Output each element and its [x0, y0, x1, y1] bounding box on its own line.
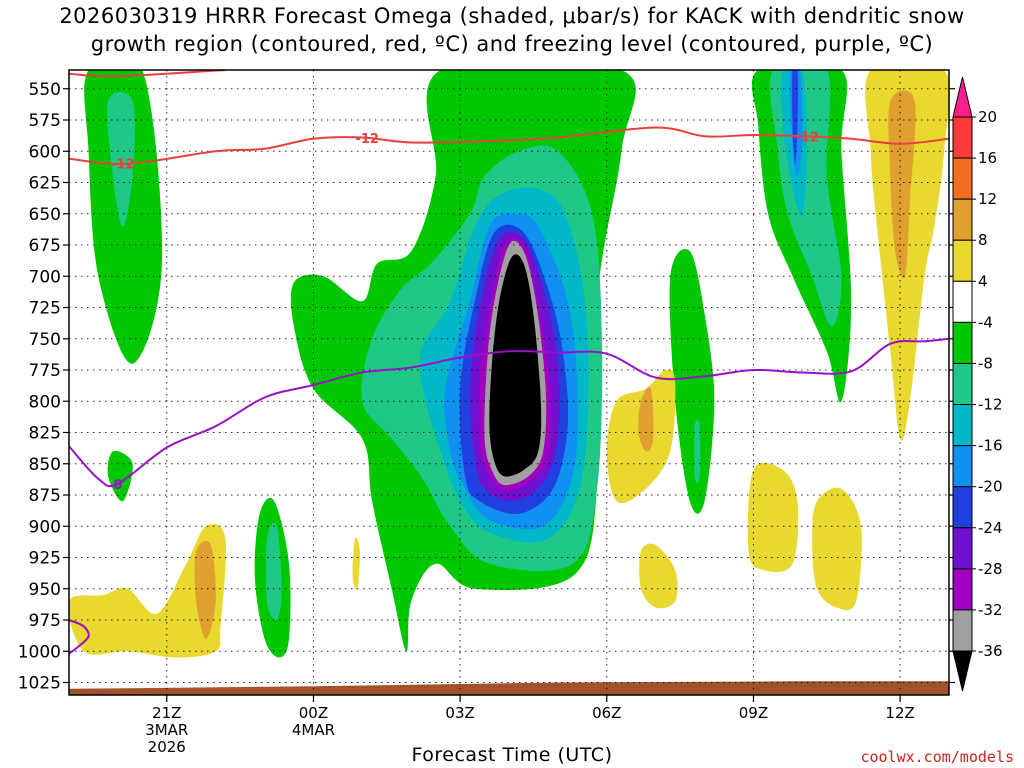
colorbar-band — [952, 527, 973, 570]
colorbar-label: -4 — [978, 313, 993, 331]
x-tick-label: 06Z — [592, 704, 621, 722]
dendritic-contour-minus12-main — [69, 126, 949, 165]
colorbar-label: -16 — [978, 437, 1003, 455]
y-tick-label: 750 — [29, 330, 61, 350]
y-tick-label: 925 — [29, 549, 61, 569]
colorbar-band — [952, 404, 973, 447]
omega-area-descent-right-col-core — [888, 90, 916, 279]
y-tick-label: 850 — [29, 455, 61, 475]
x-tick-year: 2026 — [148, 738, 186, 756]
omega-area-descent-low-left — [69, 524, 227, 658]
y-tick-label: 625 — [29, 174, 61, 194]
dendritic-contour-label: -12 — [795, 131, 819, 146]
y-tick-label: 600 — [29, 142, 61, 162]
x-tick-label: 21Z — [152, 704, 181, 722]
freezing-contour-zero-main — [69, 337, 949, 488]
colorbar-band — [952, 321, 973, 364]
omega-area-descent-right-2 — [812, 487, 862, 611]
colorbar-label: -32 — [978, 601, 1003, 619]
omega-area-descent-mid-1-core — [638, 386, 654, 452]
x-tick-label: 09Z — [739, 704, 768, 722]
y-tick-label: 875 — [29, 486, 61, 506]
colorbar-bottom-arrow — [952, 650, 973, 692]
x-tick-label: 00Z — [299, 704, 328, 722]
colorbar-band — [952, 568, 973, 611]
x-tick-label: 12Z — [885, 704, 914, 722]
y-tick-label: 900 — [29, 517, 61, 537]
colorbar-band — [952, 198, 973, 241]
colorbar-band — [952, 116, 973, 159]
y-tick-label: 675 — [29, 236, 61, 256]
x-tick-date: 4MAR — [292, 721, 335, 739]
freezing-contour-label: 0 — [113, 478, 122, 493]
colorbar-band — [952, 362, 973, 406]
y-tick-label: 575 — [29, 111, 61, 131]
omega-area-ascent-low-left-core — [265, 522, 282, 621]
x-tick-label: 03Z — [445, 704, 474, 722]
omega-area-ascent-mid-right-core — [694, 419, 701, 483]
y-tick-label: 825 — [29, 424, 61, 444]
colorbar-label: -28 — [978, 560, 1003, 578]
colorbar-label: 20 — [978, 108, 997, 126]
colorbar-top-arrow — [952, 76, 973, 118]
colorbar-band — [952, 445, 973, 488]
dendritic-contour-minus12-upper — [69, 70, 226, 78]
omega-area-descent-right-1 — [747, 462, 799, 573]
colorbar-band — [952, 239, 973, 282]
chart-title-line2: growth region (contoured, red, ºC) and f… — [90, 32, 934, 56]
x-axis-label: Forecast Time (UTC) — [411, 744, 613, 766]
dendritic-contour-label: -12 — [355, 132, 379, 147]
plot-frame — [68, 69, 950, 696]
y-tick-label: 650 — [29, 205, 61, 225]
omega-area-ascent-right-col-core — [792, 70, 798, 164]
y-tick-label: 775 — [29, 361, 61, 381]
credit-text: coolwx.com/models — [860, 748, 1014, 766]
y-tick-label: 550 — [29, 80, 61, 100]
y-tick-label: 1000 — [18, 642, 61, 662]
colorbar-label: -20 — [978, 478, 1003, 496]
colorbar-label: 4 — [978, 272, 988, 290]
terrain-ground — [69, 681, 949, 695]
omega-area-descent-low-left-core — [194, 540, 216, 639]
y-tick-label: 975 — [29, 611, 61, 631]
colorbar-band — [952, 280, 973, 323]
colorbar-label: 16 — [978, 149, 997, 167]
omega-area-ascent-small-left — [107, 450, 133, 502]
colorbar-label: -8 — [978, 354, 993, 372]
y-tick-label: 1025 — [18, 674, 61, 694]
colorbar-label: -12 — [978, 396, 1003, 414]
colorbar-label: -24 — [978, 519, 1003, 537]
colorbar-label: -36 — [978, 642, 1003, 660]
omega-area-ascent-mid-right — [669, 249, 715, 514]
chart-title-line1: 2026030319 HRRR Forecast Omega (shaded, … — [59, 4, 965, 28]
colorbar-label: 8 — [978, 231, 988, 249]
x-tick-date: 3MAR — [145, 721, 188, 739]
y-tick-label: 700 — [29, 267, 61, 287]
omega-area-ascent-column-left-core — [107, 91, 135, 227]
colorbar-label: 12 — [978, 190, 997, 208]
colorbar-band — [952, 609, 973, 652]
colorbar-band — [952, 157, 973, 200]
omega-area-ascent-main-core — [489, 254, 542, 477]
freezing-contour-zero-surface — [69, 619, 90, 655]
y-tick-label: 800 — [29, 392, 61, 412]
colorbar-band — [952, 486, 973, 529]
y-tick-label: 725 — [29, 299, 61, 319]
dendritic-contour-label: -12 — [111, 157, 135, 172]
omega-area-descent-tiny — [352, 537, 360, 590]
y-tick-label: 950 — [29, 580, 61, 600]
omega-area-descent-mid-2 — [639, 543, 678, 609]
